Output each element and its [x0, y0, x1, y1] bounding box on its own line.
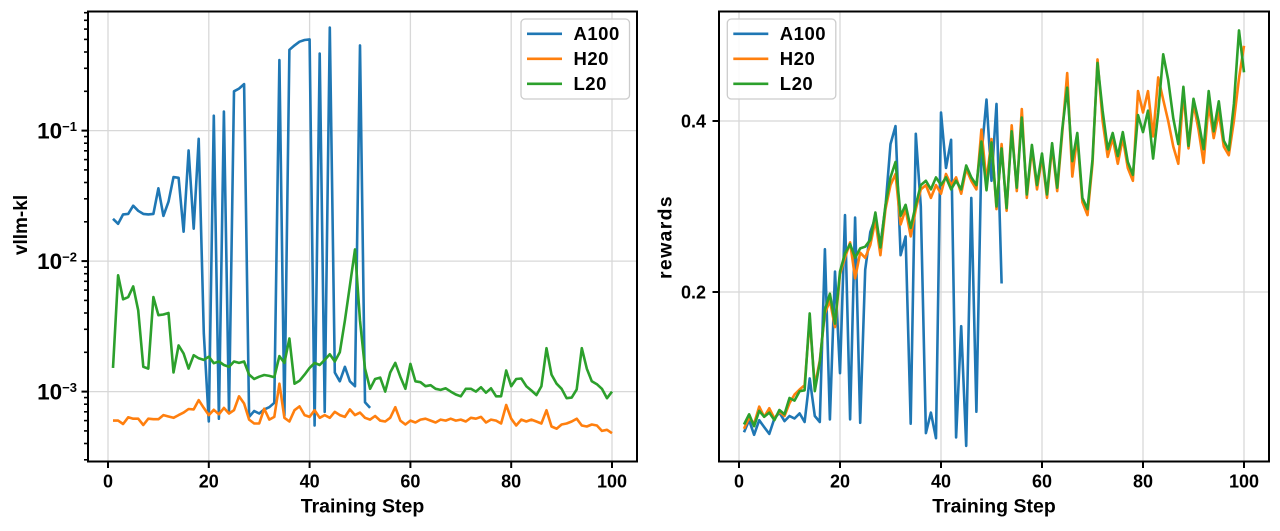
- svg-text:Training Step: Training Step: [932, 496, 1056, 518]
- svg-text:100: 100: [1229, 472, 1259, 492]
- svg-text:80: 80: [1133, 472, 1153, 492]
- svg-text:60: 60: [400, 472, 420, 492]
- svg-text:40: 40: [931, 472, 951, 492]
- svg-text:A100: A100: [780, 23, 826, 44]
- svg-text:vllm-kl: vllm-kl: [11, 195, 32, 255]
- svg-text:H20: H20: [780, 48, 815, 69]
- svg-text:40: 40: [300, 472, 320, 492]
- svg-text:A100: A100: [574, 23, 620, 44]
- svg-text:100: 100: [597, 472, 627, 492]
- svg-text:0: 0: [103, 472, 113, 492]
- svg-text:0.4: 0.4: [681, 112, 706, 132]
- svg-text:20: 20: [199, 472, 219, 492]
- svg-text:20: 20: [830, 472, 850, 492]
- svg-text:Training Step: Training Step: [301, 496, 425, 518]
- svg-text:L20: L20: [780, 73, 813, 94]
- svg-text:0.2: 0.2: [681, 283, 706, 303]
- svg-text:rewards: rewards: [655, 195, 677, 279]
- svg-text:10−3: 10−3: [37, 380, 77, 405]
- svg-text:60: 60: [1032, 472, 1052, 492]
- svg-text:80: 80: [501, 472, 521, 492]
- svg-text:0: 0: [734, 472, 744, 492]
- svg-text:H20: H20: [574, 48, 609, 69]
- svg-text:L20: L20: [574, 73, 607, 94]
